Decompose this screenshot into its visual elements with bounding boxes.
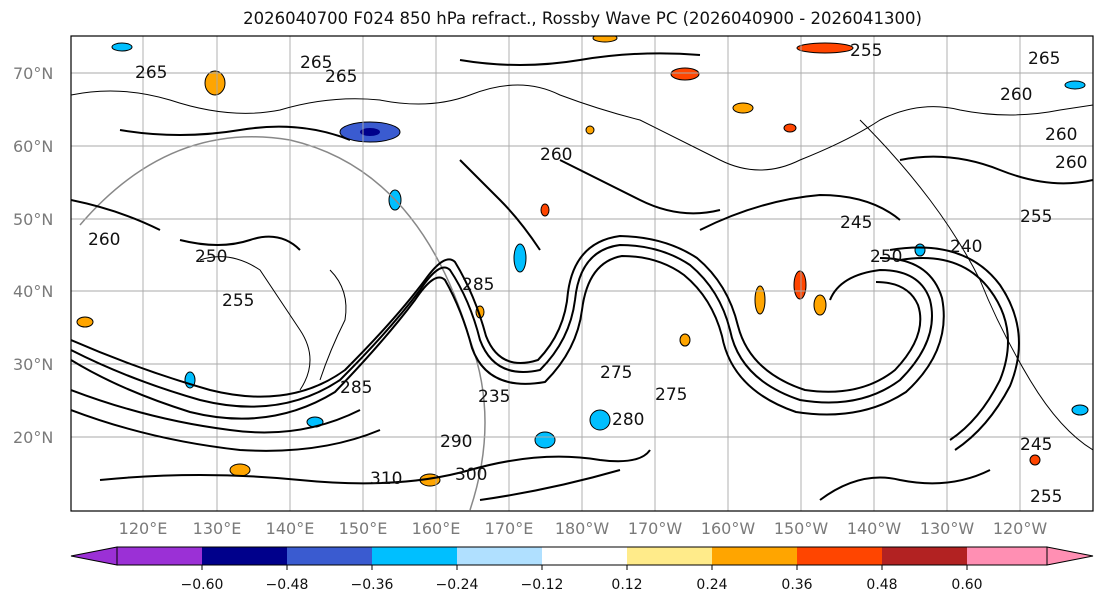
- longitude-labels: 120°E 130°E 140°E 150°E 160°E 170°E 180°…: [119, 519, 1048, 538]
- contour-label: 255: [1030, 487, 1062, 507]
- refractivity-contours: [71, 52, 1093, 501]
- colorbar-frame: [116, 546, 1048, 566]
- contour-label: 285: [340, 378, 372, 398]
- latitude-labels: 70°N 60°N 50°N 40°N 30°N 20°N: [13, 64, 53, 447]
- contour-label: 265: [135, 63, 167, 83]
- contour-label: 260: [1000, 85, 1032, 105]
- contour-label: 240: [950, 237, 982, 257]
- contour-label: 235: [478, 387, 510, 407]
- colorbar-swatch: [457, 547, 542, 565]
- contour-label: 275: [655, 385, 687, 405]
- contour-label: 260: [88, 230, 120, 250]
- lat-label: 20°N: [13, 428, 53, 447]
- lon-label: 160°W: [701, 519, 756, 538]
- lat-label: 60°N: [13, 137, 53, 156]
- colorbar-tick-label: 0.48: [866, 577, 897, 593]
- colorbar-tick-label: −0.12: [521, 577, 564, 593]
- contour-label: 310: [370, 469, 402, 489]
- contour-label: 280: [612, 410, 644, 430]
- contour-label: 265: [1028, 49, 1060, 69]
- lon-label: 170°W: [628, 519, 683, 538]
- lon-label: 170°E: [485, 519, 534, 538]
- contour-label: 300: [455, 465, 487, 485]
- colorbar-tick-label: 0.60: [951, 577, 982, 593]
- colorbar-swatch: [882, 547, 967, 565]
- lon-label: 140°E: [266, 519, 315, 538]
- contour-label: 260: [540, 145, 572, 165]
- lon-label: 120°E: [119, 519, 168, 538]
- colorbar-swatch: [627, 547, 712, 565]
- lat-label: 70°N: [13, 64, 53, 83]
- contour-label: 255: [1020, 207, 1052, 227]
- contour-label: 285: [462, 275, 494, 295]
- colorbar-swatch: [372, 547, 457, 565]
- lon-label: 150°W: [774, 519, 829, 538]
- contour-label: 250: [870, 247, 902, 267]
- colorbar-swatch: [202, 547, 287, 565]
- contour-label: 255: [222, 291, 254, 311]
- colorbar-tick-label: −0.24: [436, 577, 479, 593]
- lon-label: 150°E: [339, 519, 388, 538]
- colorbar-arrow-left: [70, 546, 118, 566]
- lon-label: 160°E: [412, 519, 461, 538]
- colorbar-swatch: [117, 547, 202, 565]
- contour-label: 275: [600, 363, 632, 383]
- contour-label: 245: [840, 213, 872, 233]
- colorbar-tick-label: 0.12: [611, 577, 642, 593]
- contour-label: 255: [850, 41, 882, 61]
- contour-label: 265: [300, 53, 332, 73]
- contour-label: 260: [1045, 125, 1077, 145]
- colorbar-swatch: [542, 547, 627, 565]
- colorbar-tick-label: −0.48: [266, 577, 309, 593]
- colorbar-tick-label: −0.36: [351, 577, 394, 593]
- map-frame: [70, 35, 1094, 512]
- colorbar-swatch: [797, 547, 882, 565]
- colorbar-swatch: [967, 547, 1047, 565]
- colorbar-swatch: [287, 547, 372, 565]
- shading-patches: [76, 36, 1089, 487]
- contour-label: 250: [195, 247, 227, 267]
- colorbar-tick-labels: −0.60 −0.48 −0.36 −0.24 −0.12 0.12 0.24 …: [181, 577, 983, 593]
- colorbar-tick-label: −0.60: [181, 577, 224, 593]
- graticule-lines: [71, 36, 1093, 511]
- contour-label: 265: [325, 67, 357, 87]
- lat-label: 40°N: [13, 282, 53, 301]
- lon-label: 130°W: [920, 519, 975, 538]
- projection-great-circle: [79, 136, 486, 511]
- colorbar-swatch: [712, 547, 797, 565]
- colorbar-arrow-right: [1046, 546, 1094, 566]
- lat-label: 30°N: [13, 355, 53, 374]
- lon-label: 180°W: [555, 519, 610, 538]
- contour-label: 245: [1020, 435, 1052, 455]
- lat-label: 50°N: [13, 210, 53, 229]
- map-title: 2026040700 F024 850 hPa refract., Rossby…: [243, 9, 922, 28]
- contour-label: 260: [1055, 153, 1087, 173]
- lon-label: 130°E: [193, 519, 242, 538]
- colorbar-ticks: [201, 565, 968, 570]
- lon-label: 120°W: [993, 519, 1048, 538]
- colorbar: −0.60 −0.48 −0.36 −0.24 −0.12 0.12 0.24 …: [70, 546, 1094, 593]
- colorbar-tick-label: 0.36: [781, 577, 812, 593]
- contour-label-group: 265 265 255 260 265 260 260 255 250 255 …: [88, 41, 1087, 507]
- colorbar-tick-label: 0.24: [696, 577, 727, 593]
- lon-label: 140°W: [847, 519, 902, 538]
- contour-label: 290: [440, 432, 472, 452]
- map-panel: 265 265 255 260 265 260 260 255 250 255 …: [71, 36, 1093, 511]
